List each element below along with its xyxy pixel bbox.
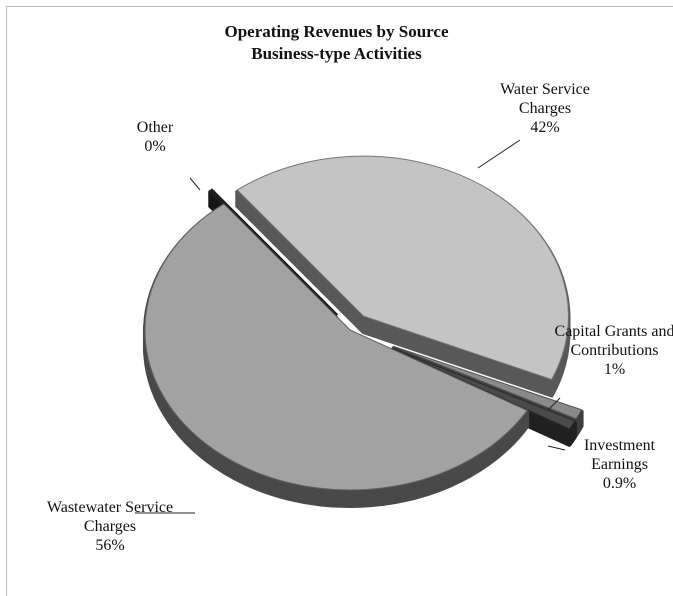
slice-name: Other (136, 119, 174, 136)
slice-label: Investment Earnings 0.9% (557, 436, 673, 493)
slice-name: Investment Earnings (583, 437, 656, 473)
chart-frame (6, 6, 673, 596)
slice-label: Capital Grants and Contributions 1% (552, 322, 673, 379)
slice-value-label: 1% (603, 361, 626, 378)
leader-line (547, 445, 566, 451)
slice (236, 155, 569, 381)
slice (393, 345, 583, 420)
slice-label: Wastewater Service Charges 56% (45, 498, 175, 555)
slice-value-label: 0.9% (602, 475, 637, 492)
slice-name: Wastewater Service Charges (46, 499, 174, 535)
slice-name: Capital Grants and Contributions (554, 323, 673, 359)
slice-name: Water Service Charges (500, 81, 590, 117)
leader-line (477, 139, 521, 169)
slice-label: Other 0% (90, 118, 220, 156)
slice-value-label: 0% (144, 138, 166, 155)
leader-line (547, 397, 561, 411)
slice-value-label: 42% (530, 119, 560, 136)
chart-title: Operating Revenues by Source (224, 22, 449, 41)
slice-label: Water Service Charges 42% (480, 80, 610, 137)
chart-subtitle: Business-type Activities (251, 44, 422, 63)
leader-line (189, 177, 201, 191)
slice (391, 347, 576, 430)
slice (144, 203, 528, 491)
slice-value-label: 56% (95, 537, 125, 554)
